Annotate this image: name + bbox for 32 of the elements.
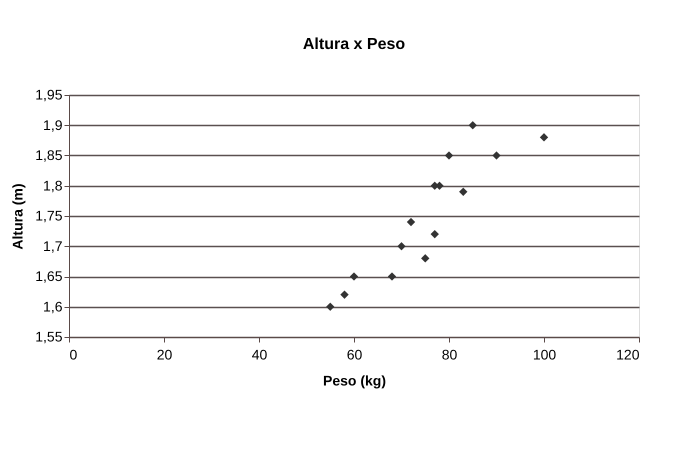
x-tick-label: 100 xyxy=(532,346,556,362)
point xyxy=(326,302,334,311)
y-tick-label: 1,8 xyxy=(43,177,63,194)
x-tick-label: 60 xyxy=(346,346,362,362)
y-tick-label: 1,65 xyxy=(35,268,63,284)
point xyxy=(492,151,501,160)
y-tick-label: 1,9 xyxy=(43,116,63,133)
chart-title: Altura x Peso xyxy=(302,36,406,53)
x-tick-label: 20 xyxy=(156,346,172,362)
y-tick-label: 1,95 xyxy=(35,86,63,102)
y-tick-label: 1,75 xyxy=(35,208,63,224)
y-tick-label: 1,7 xyxy=(43,238,63,254)
point xyxy=(340,290,349,299)
point xyxy=(540,133,548,142)
point xyxy=(444,151,454,160)
point xyxy=(468,121,477,130)
point xyxy=(459,188,468,196)
x-tick-label: 80 xyxy=(442,346,458,362)
point xyxy=(388,272,396,281)
x-tick-label: 40 xyxy=(252,346,268,362)
point xyxy=(397,242,406,250)
point xyxy=(421,254,430,263)
y-tick-label: 1,85 xyxy=(35,147,63,163)
point xyxy=(406,218,416,226)
y-tick-label: 1,55 xyxy=(35,328,63,344)
x-axis-title: Peso (kg) xyxy=(322,372,386,388)
y-axis-title: Altura (m) xyxy=(9,183,26,250)
point xyxy=(430,230,439,238)
x-tick-label: 120 xyxy=(616,346,640,362)
x-tick-label: 0 xyxy=(70,346,78,362)
y-tick-label: 1,6 xyxy=(43,298,63,314)
point xyxy=(350,272,358,281)
